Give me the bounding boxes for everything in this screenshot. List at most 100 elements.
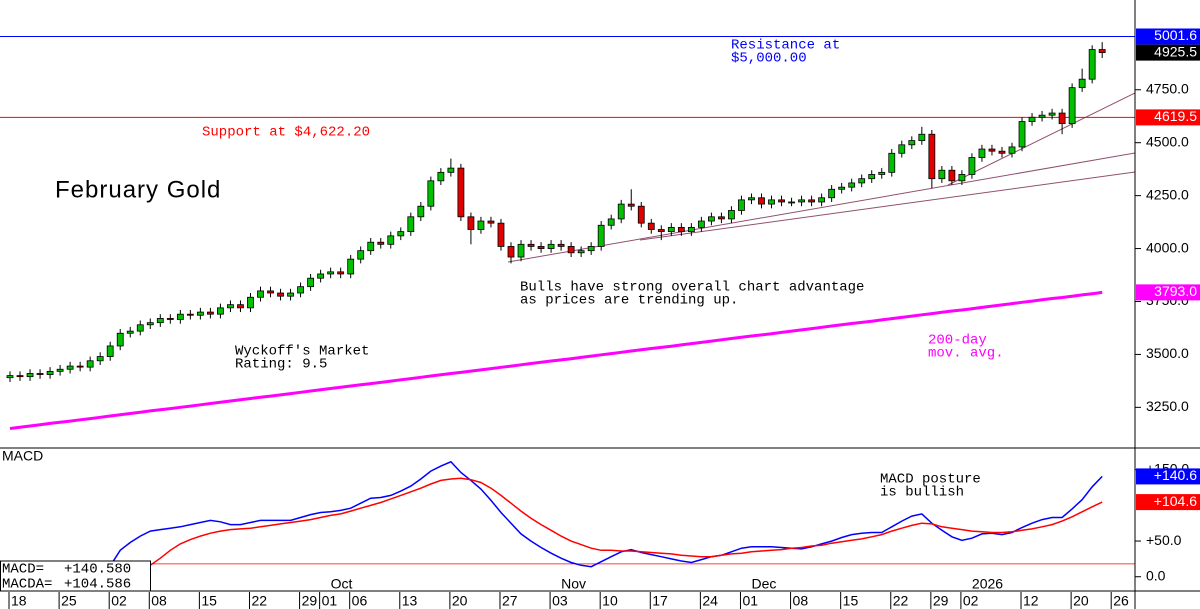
candle-body <box>397 231 405 237</box>
candle-body <box>988 148 996 152</box>
x-tick-label: 02 <box>963 593 979 609</box>
candle-body <box>748 197 755 201</box>
candle-body <box>667 226 675 233</box>
candle-body <box>778 199 785 203</box>
candle-body <box>978 148 986 158</box>
y-tick-label: 3500.0 <box>1146 345 1189 361</box>
x-tick-label: 26 <box>1113 593 1129 609</box>
macd-tag: +140.6 <box>1154 467 1197 483</box>
candle-body <box>1028 116 1036 122</box>
candle-body <box>738 199 745 211</box>
y-tick-label: 4000.0 <box>1146 239 1189 255</box>
y-tick-label: 0.0 <box>1146 567 1166 583</box>
candle-body <box>577 250 585 254</box>
candle-body <box>186 313 194 316</box>
macd-line <box>129 477 1103 591</box>
candle-body <box>968 157 976 175</box>
x-tick-label: 08 <box>151 593 167 609</box>
candle-body <box>537 246 545 249</box>
candle-body <box>196 311 204 316</box>
candle-body <box>697 220 705 228</box>
price-tag: 4619.5 <box>1154 108 1197 124</box>
candle-body <box>527 243 535 247</box>
x-tick-label: 15 <box>843 593 859 609</box>
x-tick-label: 10 <box>602 593 618 609</box>
price-tag-bg <box>1136 109 1200 126</box>
panel-title: MACD <box>2 448 43 464</box>
candle-body <box>457 167 465 218</box>
candle-body <box>878 171 886 175</box>
candle-body <box>1068 87 1076 125</box>
x-tick-label: 01 <box>742 593 758 609</box>
candle-body <box>377 241 385 245</box>
candle-body <box>116 332 124 347</box>
candle-body <box>898 144 906 154</box>
macd-panel <box>0 460 1135 591</box>
candle-body <box>597 224 605 247</box>
trendline <box>947 92 1135 186</box>
candle-body <box>417 205 425 218</box>
candle-body <box>6 375 14 379</box>
annotation: as prices are trending up. <box>520 293 738 309</box>
x-tick-label: 17 <box>652 593 668 609</box>
candle-body <box>908 140 916 146</box>
candle-body <box>106 345 114 357</box>
y-tick-label: 4750.0 <box>1146 80 1189 96</box>
x-tick-label: 01 <box>322 593 338 609</box>
period-label: Nov <box>561 576 586 592</box>
candle-body <box>206 311 214 315</box>
candle-body <box>1078 78 1086 89</box>
price-tag-bg <box>1136 28 1200 45</box>
ma-tag-bg <box>1136 284 1200 301</box>
candle-body <box>998 150 1006 154</box>
candle-body <box>357 250 365 260</box>
candle-body <box>517 243 525 258</box>
candle-body <box>1038 114 1046 118</box>
moving-average <box>9 290 1103 430</box>
candle-body <box>798 199 805 203</box>
y-tick-label: +50.0 <box>1146 532 1182 548</box>
candle-body <box>76 365 84 368</box>
candle-body <box>467 216 475 230</box>
x-tick-label: 27 <box>502 593 518 609</box>
candle-body <box>768 199 775 205</box>
candle-body <box>86 360 94 368</box>
x-tick-label: 22 <box>251 593 267 609</box>
x-tick-label: 12 <box>1023 593 1039 609</box>
candle-body <box>257 290 264 298</box>
x-tick-label: 29 <box>933 593 949 609</box>
candle-body <box>477 220 485 230</box>
x-tick-label: 13 <box>402 593 418 609</box>
ma-annotation: 200-day <box>928 333 987 349</box>
candle-body <box>46 370 54 375</box>
x-tick-label: 15 <box>201 593 217 609</box>
candle-body <box>497 222 505 247</box>
candle-body <box>367 241 375 252</box>
candle-body <box>958 174 966 182</box>
period-label: 2026 <box>972 576 1003 592</box>
candle-body <box>227 304 234 309</box>
candle-body <box>557 243 565 247</box>
candle-body <box>617 203 625 220</box>
ma-annotation: mov. avg. <box>928 346 1004 362</box>
chart-title: February Gold <box>55 176 221 203</box>
candle-body <box>317 273 325 279</box>
candle-body <box>1008 146 1016 154</box>
candle-body <box>848 182 856 188</box>
candle-body <box>657 229 665 233</box>
candle-body <box>277 292 284 297</box>
x-tick-label: 03 <box>552 593 568 609</box>
candle-body <box>1018 121 1026 148</box>
candle-body <box>677 226 685 233</box>
candle-body <box>287 292 294 297</box>
annotation: Rating: 9.5 <box>235 357 327 373</box>
ma-tag: 3793.0 <box>1154 283 1197 299</box>
candle-body <box>176 313 184 320</box>
line-annotation: Resistance at <box>731 38 840 54</box>
x-tick-label: 02 <box>111 593 127 609</box>
candle-body <box>166 318 174 320</box>
trendline <box>639 171 1135 241</box>
candle-body <box>708 216 715 222</box>
x-tick-label: 18 <box>11 593 27 609</box>
